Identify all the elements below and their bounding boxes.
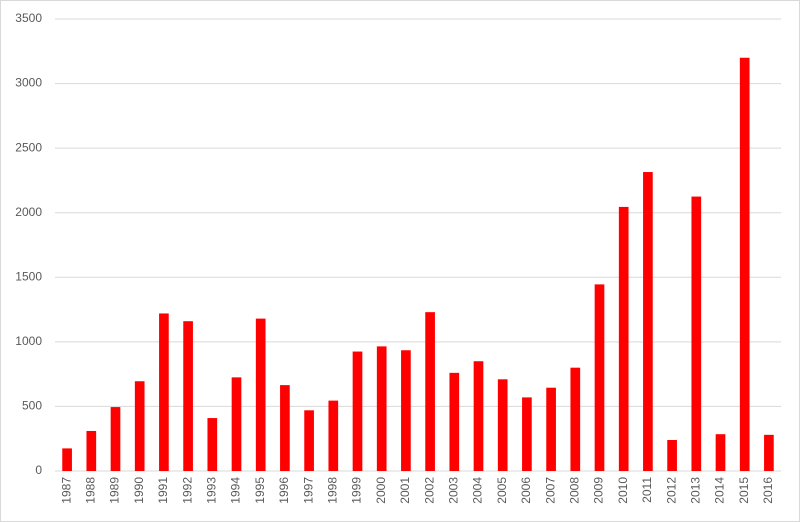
x-tick-label: 2015 — [737, 477, 751, 504]
x-tick-label: 1988 — [83, 477, 97, 504]
bar — [207, 418, 218, 471]
x-tick-label: 1995 — [253, 477, 267, 504]
bar — [643, 172, 653, 471]
x-tick-label: 2008 — [567, 477, 581, 504]
x-tick-label: 2014 — [713, 477, 727, 504]
bar — [183, 321, 193, 471]
x-tick-label: 1994 — [229, 477, 243, 504]
bar — [449, 372, 460, 471]
bar — [62, 448, 72, 471]
bar — [594, 284, 605, 471]
x-tick-label: 2003 — [446, 477, 460, 504]
bar — [401, 350, 411, 471]
y-tick-label: 1500 — [15, 269, 42, 283]
bar — [618, 206, 629, 471]
x-tick-label: 1992 — [180, 477, 194, 504]
x-tick-label: 1990 — [132, 477, 146, 504]
bar — [667, 440, 677, 471]
x-tick-label: 2011 — [640, 477, 654, 503]
bar — [691, 196, 702, 472]
bar — [473, 361, 484, 471]
x-tick-label: 1999 — [350, 477, 364, 504]
x-tick-label: 1997 — [301, 477, 315, 504]
x-tick-label: 1996 — [277, 477, 291, 504]
y-tick-label: 2500 — [15, 140, 42, 154]
x-tick-label: 2002 — [422, 477, 436, 504]
x-tick-label: 2010 — [616, 477, 630, 504]
bar — [570, 367, 581, 471]
bar — [522, 397, 532, 471]
y-tick-label: 3500 — [15, 11, 42, 25]
x-tick-label: 2013 — [688, 477, 702, 504]
x-tick-label: 2007 — [543, 477, 557, 504]
bar — [764, 434, 774, 471]
x-tick-label: 2001 — [398, 477, 412, 504]
bar — [546, 387, 556, 471]
y-tick-label: 1000 — [15, 334, 42, 348]
x-tick-label: 2012 — [664, 477, 678, 504]
bar — [304, 410, 314, 471]
bar — [134, 381, 145, 471]
bar — [739, 57, 750, 471]
bar — [231, 377, 242, 471]
x-tick-label: 2005 — [495, 477, 509, 504]
y-tick-label: 0 — [35, 463, 42, 477]
x-tick-label: 1989 — [108, 477, 122, 504]
x-tick-label: 2016 — [761, 477, 775, 504]
x-tick-label: 1987 — [59, 477, 73, 504]
bar — [255, 318, 266, 471]
bar — [425, 312, 435, 471]
bar — [715, 434, 726, 471]
bar — [376, 346, 387, 471]
bar — [159, 313, 169, 471]
x-tick-label: 1991 — [156, 477, 170, 504]
y-tick-label: 2000 — [15, 205, 42, 219]
bar — [352, 351, 363, 471]
bar — [86, 430, 97, 471]
x-tick-label: 1998 — [325, 477, 339, 504]
x-tick-label: 2009 — [592, 477, 606, 504]
bar — [110, 407, 121, 471]
y-tick-label: 500 — [22, 399, 42, 413]
x-tick-label: 2004 — [471, 477, 485, 504]
y-tick-label: 3000 — [15, 76, 42, 90]
x-tick-label: 2006 — [519, 477, 533, 504]
bar — [328, 400, 339, 471]
bar — [280, 385, 290, 471]
bar — [497, 379, 508, 471]
x-tick-label: 1993 — [204, 477, 218, 504]
x-tick-label: 2000 — [374, 477, 388, 504]
